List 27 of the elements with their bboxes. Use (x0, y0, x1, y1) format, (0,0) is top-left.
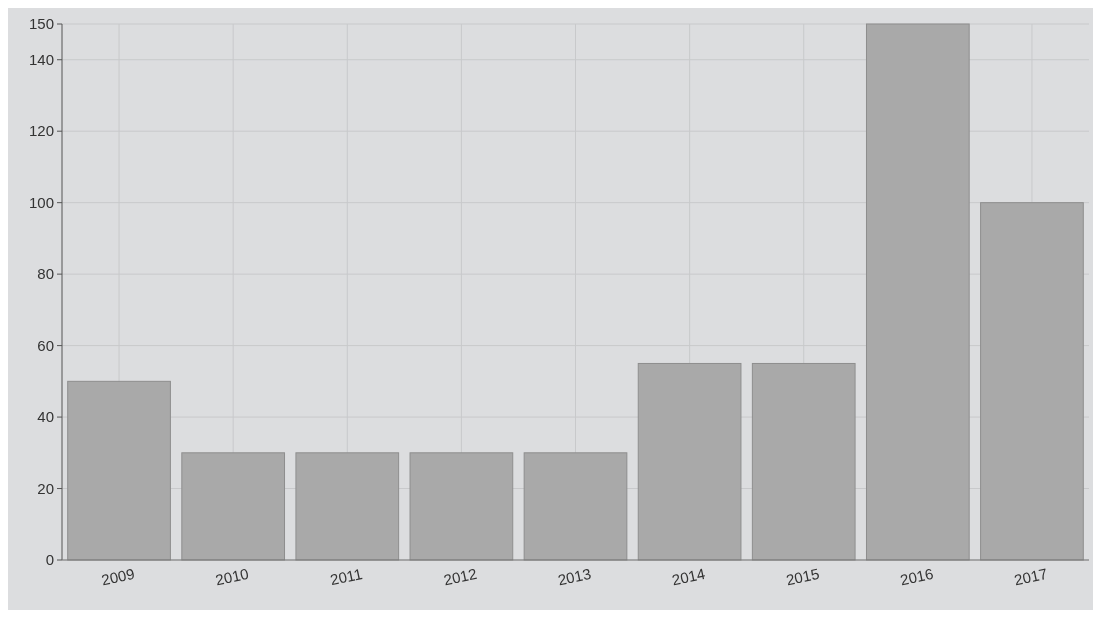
y-tick-label: 140 (28, 50, 54, 68)
y-tick-label: 150 (28, 15, 54, 33)
x-tick-label: 2009 (99, 564, 136, 589)
y-tick-label: 60 (37, 336, 54, 354)
x-tick-label: 2016 (898, 564, 935, 589)
x-tick-label: 2013 (556, 564, 593, 589)
x-tick-label: 2015 (784, 564, 821, 589)
bar (637, 362, 742, 561)
bar (295, 452, 400, 561)
y-tick-label: 80 (37, 265, 54, 283)
bar (523, 452, 628, 561)
x-tick-label: 2017 (1012, 564, 1049, 589)
bar (181, 452, 286, 561)
y-tick-label: 100 (28, 193, 54, 211)
x-tick-label: 2011 (328, 564, 364, 589)
bar (980, 202, 1084, 561)
x-tick-label: 2014 (670, 564, 707, 589)
y-tick-label: 0 (45, 551, 54, 569)
y-tick-label: 120 (28, 122, 54, 140)
bar (751, 362, 856, 561)
y-tick-label: 40 (37, 408, 54, 426)
x-tick-label: 2010 (213, 564, 251, 589)
bar (67, 380, 171, 561)
x-tick-label: 2012 (442, 564, 479, 589)
bar (409, 452, 514, 561)
bar (865, 23, 970, 561)
y-tick-label: 20 (37, 479, 54, 497)
